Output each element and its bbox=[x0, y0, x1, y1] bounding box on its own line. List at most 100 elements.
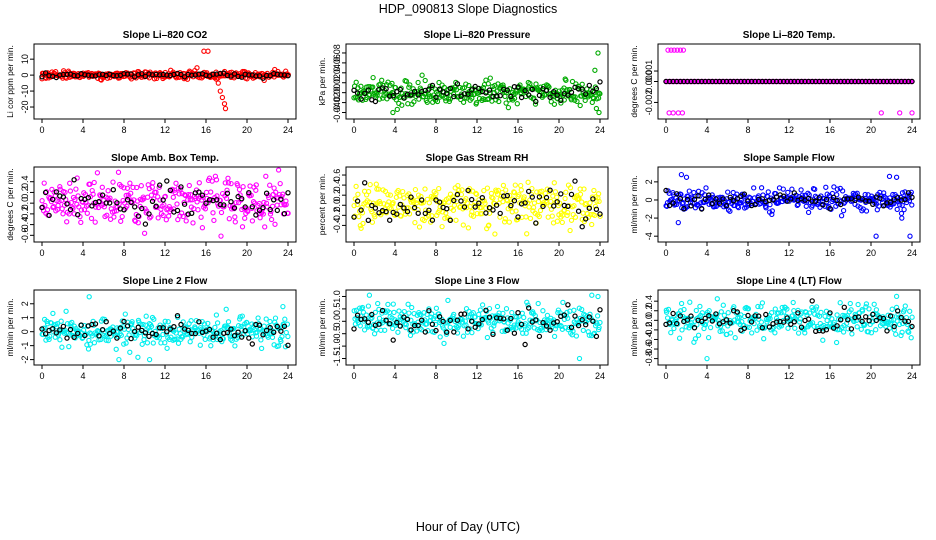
data-point bbox=[515, 216, 521, 223]
reference-point bbox=[167, 187, 173, 193]
reference-point bbox=[429, 321, 436, 327]
data-point bbox=[157, 197, 163, 203]
data-point bbox=[509, 309, 515, 316]
data-point bbox=[380, 317, 387, 323]
data-point bbox=[597, 213, 603, 219]
data-point bbox=[473, 99, 480, 106]
data-point bbox=[429, 311, 435, 317]
data-point bbox=[571, 203, 577, 209]
data-point bbox=[829, 316, 835, 322]
data-point bbox=[866, 306, 872, 312]
data-point bbox=[858, 326, 864, 332]
reference-point bbox=[253, 212, 259, 218]
data-point bbox=[351, 308, 357, 314]
reference-point bbox=[404, 208, 411, 215]
data-point bbox=[789, 186, 795, 192]
reference-point bbox=[823, 78, 830, 85]
reference-point bbox=[50, 196, 56, 203]
reference-point bbox=[461, 204, 468, 210]
reference-point bbox=[369, 202, 375, 209]
reference-point bbox=[781, 193, 787, 199]
data-point bbox=[203, 189, 210, 196]
x-tick-label: 16 bbox=[201, 371, 211, 381]
x-tick-label: 4 bbox=[704, 248, 709, 258]
reference-point bbox=[426, 207, 432, 213]
data-point bbox=[526, 325, 532, 331]
data-point bbox=[484, 185, 491, 191]
data-point bbox=[486, 222, 492, 228]
data-point bbox=[595, 50, 601, 56]
data-point bbox=[108, 206, 114, 212]
data-point bbox=[395, 329, 401, 335]
reference-point bbox=[82, 72, 88, 78]
data-point bbox=[595, 191, 602, 197]
data-point bbox=[797, 316, 803, 322]
data-point bbox=[391, 309, 397, 316]
data-point bbox=[749, 330, 755, 336]
data-point bbox=[561, 97, 567, 103]
data-point bbox=[495, 187, 501, 194]
data-point bbox=[381, 201, 387, 207]
reference-point bbox=[823, 196, 830, 203]
reference-point bbox=[702, 315, 708, 322]
reference-point bbox=[411, 88, 418, 95]
reference-point bbox=[515, 214, 521, 220]
reference-point bbox=[465, 326, 471, 332]
data-point bbox=[405, 101, 411, 107]
reference-point bbox=[164, 329, 170, 335]
data-point bbox=[582, 201, 588, 208]
data-point bbox=[424, 99, 430, 105]
data-point bbox=[595, 293, 601, 300]
reference-point bbox=[124, 323, 131, 329]
reference-point bbox=[855, 78, 862, 85]
data-point bbox=[447, 324, 453, 330]
data-point bbox=[64, 219, 70, 225]
y-tick-label: 1 bbox=[20, 315, 30, 320]
reference-point bbox=[397, 323, 403, 329]
data-point bbox=[151, 316, 157, 322]
reference-point bbox=[96, 333, 102, 339]
y-tick-label: 0 bbox=[20, 73, 30, 78]
data-point bbox=[591, 187, 597, 194]
data-point bbox=[267, 318, 273, 325]
data-point bbox=[791, 308, 797, 314]
data-point bbox=[574, 98, 580, 105]
data-point bbox=[695, 332, 702, 338]
y-tick-label: -1 bbox=[20, 342, 30, 350]
data-point bbox=[765, 189, 771, 195]
data-point bbox=[164, 345, 170, 351]
reference-point bbox=[249, 204, 255, 210]
data-point bbox=[63, 308, 69, 314]
reference-point bbox=[199, 192, 206, 198]
data-point bbox=[217, 88, 223, 94]
y-axis-label: ml/min per min. bbox=[317, 298, 327, 356]
reference-point bbox=[781, 319, 787, 325]
data-point bbox=[67, 188, 74, 194]
reference-point bbox=[67, 326, 74, 333]
reference-point bbox=[565, 92, 571, 98]
panel-points bbox=[351, 292, 603, 362]
data-point bbox=[521, 314, 527, 321]
y-axis-label: ml/min per min. bbox=[5, 298, 15, 356]
reference-point bbox=[476, 321, 482, 327]
reference-point bbox=[436, 199, 443, 205]
reference-point bbox=[221, 202, 227, 208]
reference-point bbox=[533, 317, 539, 323]
reference-point bbox=[444, 90, 450, 97]
data-point bbox=[160, 331, 166, 338]
panel-points bbox=[663, 293, 915, 362]
data-point bbox=[202, 206, 209, 212]
data-point bbox=[529, 185, 535, 192]
reference-point bbox=[713, 311, 719, 317]
reference-point bbox=[285, 342, 291, 348]
reference-point bbox=[663, 187, 669, 194]
data-point bbox=[223, 195, 230, 202]
reference-point bbox=[895, 78, 901, 85]
reference-point bbox=[476, 200, 482, 206]
data-point bbox=[559, 219, 565, 226]
data-point bbox=[176, 326, 182, 332]
data-point bbox=[390, 199, 396, 206]
reference-point bbox=[131, 204, 138, 210]
data-point bbox=[703, 185, 709, 191]
